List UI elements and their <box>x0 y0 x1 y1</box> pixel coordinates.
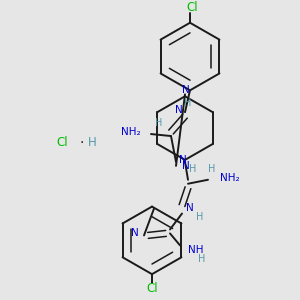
Text: N: N <box>182 85 190 95</box>
Text: Cl: Cl <box>186 1 198 14</box>
Text: H: H <box>198 254 206 264</box>
Text: H: H <box>189 164 197 174</box>
Text: N: N <box>131 228 139 239</box>
Text: N: N <box>186 202 194 213</box>
Text: NH₂: NH₂ <box>122 127 141 137</box>
Text: H: H <box>88 136 96 149</box>
Text: Cl: Cl <box>146 282 158 295</box>
Text: H: H <box>208 164 216 174</box>
Text: N: N <box>175 105 183 115</box>
Text: NH: NH <box>188 245 203 255</box>
Text: H: H <box>196 212 204 221</box>
Text: H: H <box>155 118 163 128</box>
Text: H: H <box>184 98 192 108</box>
Text: ·: · <box>80 136 84 150</box>
Text: N: N <box>182 161 190 171</box>
Text: Cl: Cl <box>56 136 68 149</box>
Text: N: N <box>179 155 187 165</box>
Text: NH₂: NH₂ <box>220 173 240 183</box>
